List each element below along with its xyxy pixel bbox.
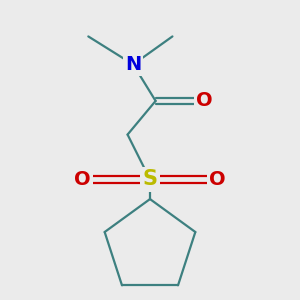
Text: N: N (125, 55, 141, 74)
Text: O: O (209, 170, 226, 189)
Text: O: O (74, 170, 91, 189)
Text: O: O (196, 92, 213, 110)
Text: S: S (142, 169, 158, 189)
